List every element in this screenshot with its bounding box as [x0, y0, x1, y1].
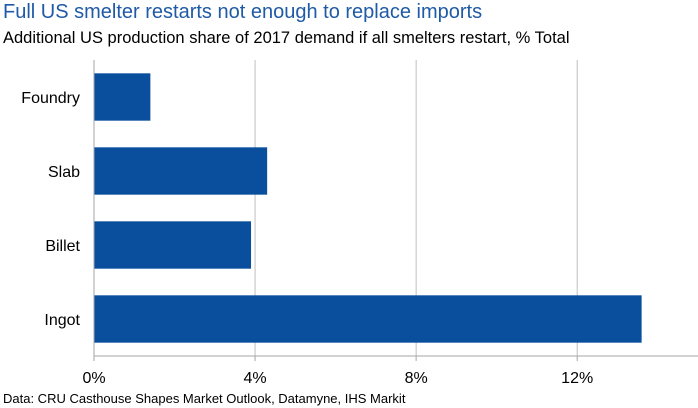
bar: [94, 295, 642, 343]
category-label: Billet: [45, 238, 80, 255]
bar: [94, 147, 268, 195]
x-tick-label: 4%: [244, 370, 267, 387]
bar: [94, 221, 252, 269]
source-note: Data: CRU Casthouse Shapes Market Outloo…: [3, 391, 406, 406]
category-label: Foundry: [21, 90, 80, 107]
chart-subtitle: Additional US production share of 2017 d…: [3, 29, 570, 47]
chart-title: Full US smelter restarts not enough to r…: [3, 1, 483, 23]
category-label: Slab: [48, 164, 80, 181]
bar: [94, 73, 151, 121]
x-tick-label: 8%: [405, 370, 428, 387]
x-tick-label: 12%: [561, 370, 593, 387]
x-tick-label: 0%: [82, 370, 105, 387]
category-label: Ingot: [44, 312, 80, 329]
